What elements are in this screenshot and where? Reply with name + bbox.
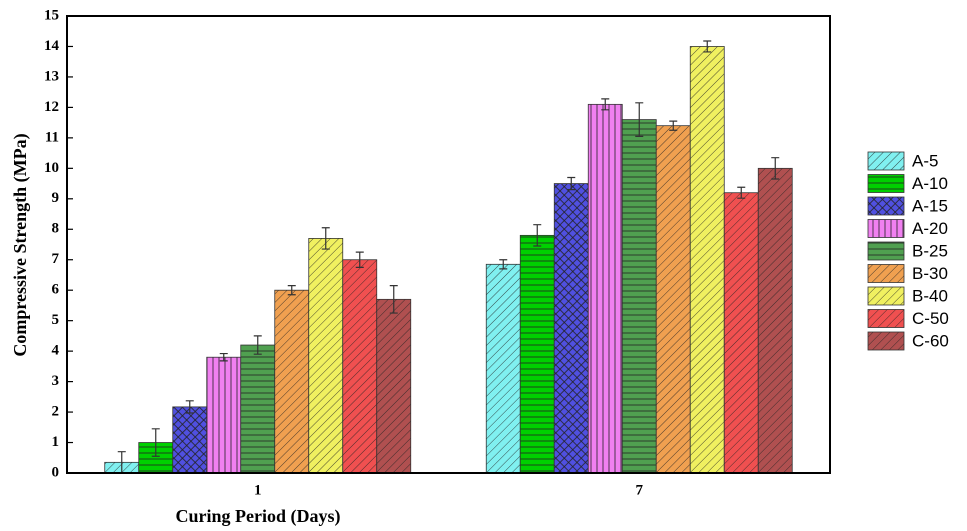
y-tick-label: 6 bbox=[52, 282, 60, 298]
legend-swatch bbox=[867, 241, 905, 261]
bar bbox=[206, 356, 242, 474]
bar bbox=[689, 46, 725, 474]
y-tick-label: 7 bbox=[52, 251, 60, 267]
bar bbox=[485, 263, 521, 474]
y-tick-label: 12 bbox=[44, 99, 59, 115]
legend-swatch bbox=[867, 309, 905, 328]
y-tick-label: 13 bbox=[44, 68, 59, 84]
x-axis-label: Curing Period (Days) bbox=[176, 506, 341, 527]
y-tick-label: 14 bbox=[44, 38, 60, 54]
legend-swatch bbox=[867, 331, 905, 351]
legend-swatch bbox=[867, 151, 905, 171]
error-bar bbox=[635, 102, 644, 137]
bar bbox=[723, 192, 759, 474]
error-bar bbox=[219, 352, 228, 362]
legend-swatch bbox=[867, 286, 905, 306]
y-tick-label: 1 bbox=[52, 434, 60, 450]
y-tick-label: 0 bbox=[52, 464, 60, 480]
y-tick-label: 9 bbox=[52, 190, 60, 206]
bar bbox=[519, 234, 555, 474]
error-bar bbox=[151, 428, 160, 457]
plot-frame bbox=[66, 15, 831, 474]
legend-swatch bbox=[867, 174, 905, 193]
error-bar bbox=[185, 400, 194, 414]
bar bbox=[376, 298, 412, 474]
x-tick-label: 7 bbox=[636, 482, 644, 498]
bar bbox=[621, 119, 657, 474]
legend-label: A-10 bbox=[912, 174, 948, 193]
error-bar bbox=[389, 285, 398, 314]
legend-label: C-60 bbox=[912, 331, 949, 350]
error-bar bbox=[287, 285, 296, 296]
error-bar bbox=[321, 227, 330, 250]
bar bbox=[308, 238, 344, 474]
legend-label: B-30 bbox=[912, 264, 948, 283]
error-bar bbox=[703, 40, 712, 53]
y-tick-label: 11 bbox=[45, 129, 59, 145]
error-bar bbox=[737, 186, 746, 199]
error-bar bbox=[355, 251, 364, 268]
y-tick-label: 10 bbox=[44, 160, 59, 176]
error-bar bbox=[669, 120, 678, 131]
legend-swatch bbox=[867, 264, 905, 283]
bar bbox=[757, 167, 793, 474]
legend-swatch bbox=[867, 196, 905, 216]
error-bar bbox=[771, 157, 780, 180]
error-bar bbox=[567, 176, 576, 191]
bar bbox=[553, 183, 589, 474]
legend-swatch bbox=[867, 219, 905, 238]
bar bbox=[587, 103, 623, 474]
error-bar bbox=[533, 224, 542, 247]
legend-label: B-25 bbox=[912, 241, 948, 260]
error-bar bbox=[499, 259, 508, 270]
y-axis-label: Compressive Strength (MPa) bbox=[10, 133, 31, 356]
error-bar bbox=[253, 335, 262, 355]
y-tick-label: 4 bbox=[52, 343, 60, 359]
legend-label: A-5 bbox=[912, 151, 938, 170]
bar bbox=[240, 344, 276, 474]
bar bbox=[342, 259, 378, 474]
x-tick-label: 1 bbox=[254, 482, 262, 498]
bar bbox=[274, 289, 310, 474]
y-tick-label: 8 bbox=[52, 221, 60, 237]
legend-label: C-50 bbox=[912, 309, 949, 328]
y-tick-label: 5 bbox=[52, 312, 60, 328]
y-tick-label: 3 bbox=[52, 373, 60, 389]
bar bbox=[655, 125, 691, 474]
legend-label: A-15 bbox=[912, 196, 948, 215]
y-tick-label: 2 bbox=[52, 404, 60, 420]
legend-label: A-20 bbox=[912, 219, 948, 238]
bar bbox=[172, 406, 208, 474]
legend-label: B-40 bbox=[912, 286, 948, 305]
y-tick-label: 15 bbox=[44, 7, 59, 23]
error-bar bbox=[601, 98, 610, 111]
